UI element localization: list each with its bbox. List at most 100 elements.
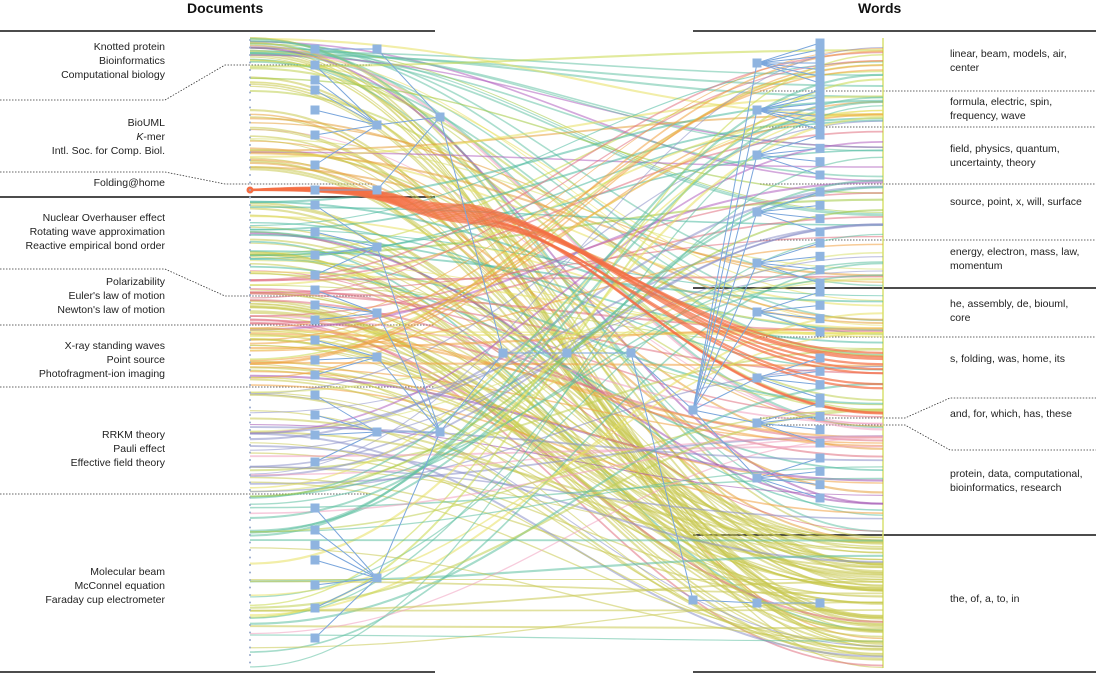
document-node [249, 226, 251, 229]
edge [249, 52, 884, 98]
word-group-label: linear, beam, models, air, center [950, 48, 1067, 74]
hierarchy-edge [756, 477, 821, 486]
hierarchy-node [310, 603, 320, 613]
document-node [249, 121, 251, 124]
edge [249, 233, 884, 598]
hierarchy-edge [376, 431, 441, 579]
hierarchy-node [815, 78, 825, 88]
hierarchy-edge [314, 312, 378, 321]
edge [249, 221, 884, 371]
edge [249, 73, 884, 537]
edge [249, 156, 884, 619]
document-node [249, 346, 251, 349]
document-node [249, 324, 251, 326]
hierarchy-edge [692, 409, 758, 479]
hierarchy-node [815, 300, 825, 310]
hierarchy-edge [314, 431, 378, 436]
document-group-label: Folding@home [94, 176, 165, 190]
edge [249, 580, 884, 612]
document-node [249, 286, 251, 289]
edge [249, 374, 884, 482]
hierarchy-node [498, 348, 508, 358]
hierarchy-node [815, 65, 825, 75]
hierarchy-node [310, 300, 320, 310]
hierarchy-node [372, 44, 382, 54]
edge [249, 235, 884, 294]
document-node [249, 481, 251, 484]
hierarchy-edge [756, 291, 821, 313]
hierarchy-edge [376, 246, 441, 433]
hierarchy-node [310, 185, 320, 195]
hierarchy-node [815, 278, 825, 288]
document-group-label: Molecular beam McConnel equation Faraday c… [45, 565, 165, 607]
hierarchy-node [752, 150, 762, 160]
document-node [249, 316, 251, 319]
hierarchy-node [815, 380, 825, 390]
hierarchy-edge [314, 356, 378, 361]
hierarchy-edge [314, 577, 378, 586]
document-node [249, 196, 251, 199]
hierarchy-edge [314, 577, 378, 639]
document-node [249, 211, 251, 214]
document-title: Reactive empirical bond order [25, 240, 165, 252]
document-node [249, 534, 251, 536]
document-node [249, 204, 251, 206]
document-node [249, 579, 251, 581]
edge [249, 206, 884, 226]
hierarchy-edge [756, 62, 821, 84]
document-node [249, 84, 251, 86]
document-title: Nuclear Overhauser effect [42, 212, 165, 224]
document-node [249, 459, 251, 461]
document-node [249, 271, 251, 274]
hierarchy-edge [756, 357, 821, 379]
hierarchy-node [310, 525, 320, 535]
hierarchy-edge [756, 477, 821, 499]
hierarchy-node [815, 130, 825, 140]
edge [249, 634, 884, 642]
hierarchy-edge [314, 109, 378, 126]
edge [249, 238, 884, 542]
hierarchy-edge [314, 431, 378, 463]
edge [249, 215, 884, 325]
hierarchy-edge [692, 599, 758, 604]
hierarchy-edge [314, 231, 378, 248]
document-node [249, 601, 251, 604]
hierarchy-edge [692, 377, 758, 411]
edge [249, 250, 884, 303]
hierarchy-edge [756, 109, 821, 118]
hierarchy-node [815, 71, 825, 81]
document-node [249, 436, 251, 439]
document-group-label: Nuclear Overhauser effect Rotating wave a… [26, 211, 165, 253]
hierarchy-edge [439, 352, 504, 433]
hierarchy-node [815, 466, 825, 476]
document-node [249, 106, 251, 109]
hierarchy-node [752, 307, 762, 317]
hierarchy-node [435, 427, 445, 437]
hierarchy-node [310, 85, 320, 95]
edge [249, 275, 884, 281]
document-group-label: Polarizability Euler's law of motion Newto… [57, 275, 165, 317]
hierarchy-edge [314, 246, 378, 256]
document-title: Euler's law of motion [68, 290, 165, 302]
document-node [249, 526, 251, 529]
hierarchy-node [815, 480, 825, 490]
hierarchy-edge [756, 154, 821, 176]
hierarchy-edge [756, 470, 821, 479]
edge [249, 215, 884, 330]
hierarchy-node [310, 160, 320, 170]
hierarchy-edge [756, 55, 821, 64]
edge [249, 344, 884, 539]
hierarchy-node [310, 390, 320, 400]
hierarchy-edge [756, 255, 821, 264]
edge [249, 393, 884, 656]
document-title: Intl. Soc. for Comp. Biol. [51, 145, 165, 157]
document-node [249, 249, 251, 251]
document-node [249, 331, 251, 334]
hierarchy-node [372, 185, 382, 195]
document-node [249, 361, 251, 364]
hierarchy-node [815, 187, 825, 197]
edge [249, 119, 884, 260]
hierarchy-edge [756, 191, 821, 213]
hierarchy-node [310, 105, 320, 115]
edge [249, 445, 884, 458]
